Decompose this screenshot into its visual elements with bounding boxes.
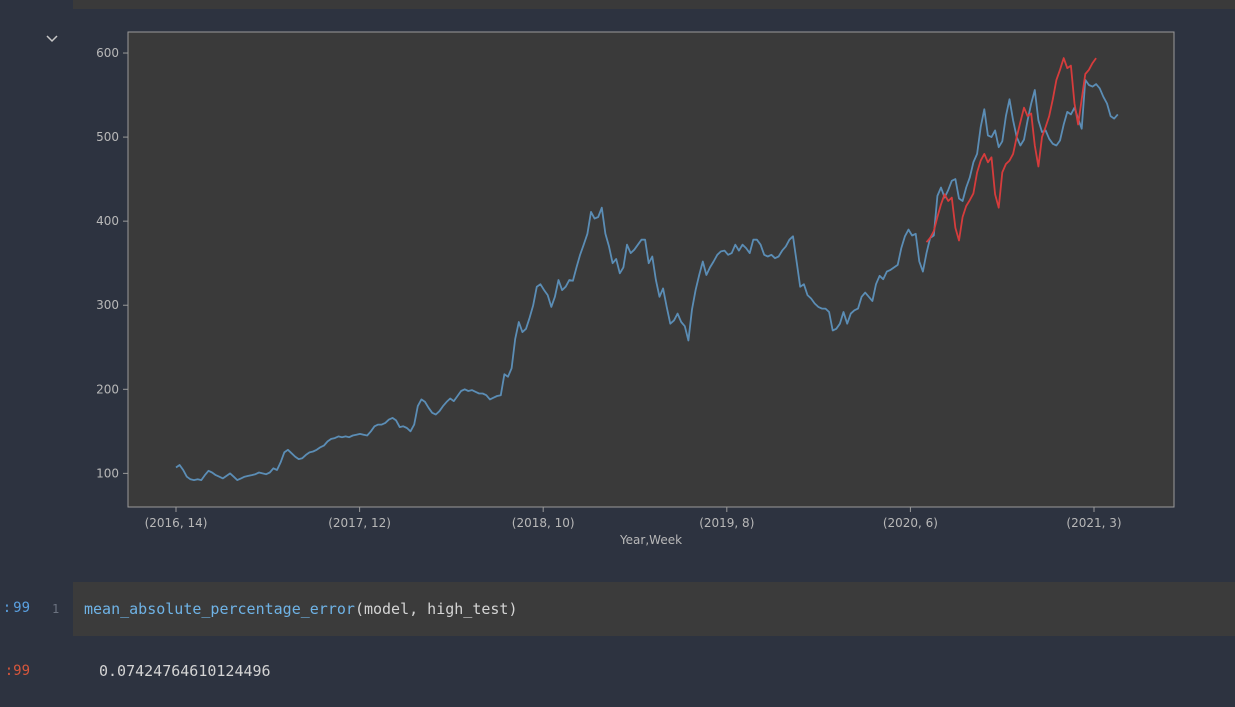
- cell-output: 100 200 300 400 500 600 (2016, 14) (2017, 12) (…: [73, 9, 1235, 569]
- code-cell[interactable]: mean_absolute_percentage_error(model, hi…: [73, 582, 1235, 636]
- line-chart: 100 200 300 400 500 600 (2016, 14) (2017, 12) (…: [73, 9, 1213, 559]
- function-name: mean_absolute_percentage_error: [84, 600, 355, 618]
- x-tick-label: (2021, 3): [1066, 516, 1121, 530]
- series-line-prediction: [925, 57, 1097, 243]
- y-tick-label: 500: [96, 130, 119, 144]
- y-tick-label: 100: [96, 466, 119, 480]
- series-line-actual: [175, 79, 1119, 482]
- y-tick-label: 200: [96, 382, 119, 396]
- x-tick-label: (2018, 10): [512, 516, 575, 530]
- collapse-output-button[interactable]: [42, 30, 62, 48]
- chart-svg: 100 200 300 400 500 600 (2016, 14) (2017, 12) (…: [96, 31, 1175, 547]
- function-args: (model, high_test): [354, 600, 518, 618]
- y-tick-label: 600: [96, 46, 119, 60]
- x-tick-label: (2017, 12): [328, 516, 391, 530]
- x-tick-label: (2016, 14): [145, 516, 208, 530]
- chevron-down-icon: [46, 35, 58, 43]
- output-value: 0.07424764610124496: [99, 662, 271, 680]
- output-prompt: :99: [4, 663, 30, 679]
- x-tick-label: (2020, 6): [883, 516, 938, 530]
- line-number: 1: [52, 602, 60, 616]
- code-line[interactable]: mean_absolute_percentage_error(model, hi…: [84, 600, 518, 618]
- input-prompt: :99: [2, 600, 30, 616]
- y-tick-label: 400: [96, 214, 119, 228]
- x-axis-label: Year,Week: [619, 533, 682, 547]
- previous-cell-bottom: [73, 0, 1235, 9]
- plot-area: [127, 31, 1175, 508]
- y-tick-label: 300: [96, 298, 119, 312]
- x-tick-label: (2019, 8): [699, 516, 754, 530]
